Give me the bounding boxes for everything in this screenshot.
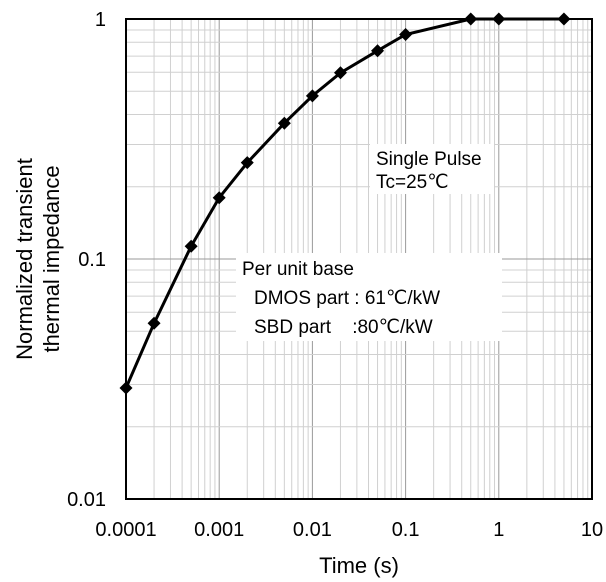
plot-area-frame [125,18,593,500]
x-tick-label: 0.001 [194,519,244,541]
annotation-base-bg [236,253,502,341]
x-axis-title: Time (s) [319,553,399,578]
x-tick-label: 10 [581,519,603,541]
annotation-pulse-bg [370,144,494,194]
data-point-marker [333,66,347,80]
annotation-tc: Tc=25℃ [376,172,449,193]
x-tick-labels: 0.0001 0.001 0.01 0.1 1 10 [95,519,603,541]
y-tick-label: 0.01 [67,489,106,511]
data-point-marker [147,316,161,330]
data-point-marker [277,116,291,130]
data-point-marker [305,89,319,103]
data-point-marker [492,12,506,26]
y-tick-label: 1 [95,9,106,31]
data-point-marker [184,239,198,253]
data-point-marker [212,191,226,205]
annotation-dmos: DMOS part : 61℃/kW [254,288,440,309]
x-tick-label: 1 [493,519,504,541]
annotation-per-unit-base: Per unit base [242,259,354,280]
data-point-marker [119,381,133,395]
y-axis-title-line-2: thermal impedance [39,165,64,352]
data-point-marker [240,156,254,170]
y-tick-labels: 0.01 0.1 1 [67,9,106,511]
x-tick-label: 0.01 [293,519,332,541]
data-point-marker [557,12,571,26]
annotation-sbd: SBD part :80℃/kW [254,317,433,338]
y-tick-label: 0.1 [78,249,106,271]
data-point-marker [464,12,478,26]
data-point-marker [371,44,385,58]
y-axis-title-line-1: Normalized transient [12,158,37,360]
x-tick-label: 0.0001 [95,519,156,541]
x-tick-label: 0.1 [392,519,420,541]
series-markers [119,12,571,395]
annotation-single-pulse: Single Pulse [376,149,482,170]
data-point-marker [399,27,413,41]
